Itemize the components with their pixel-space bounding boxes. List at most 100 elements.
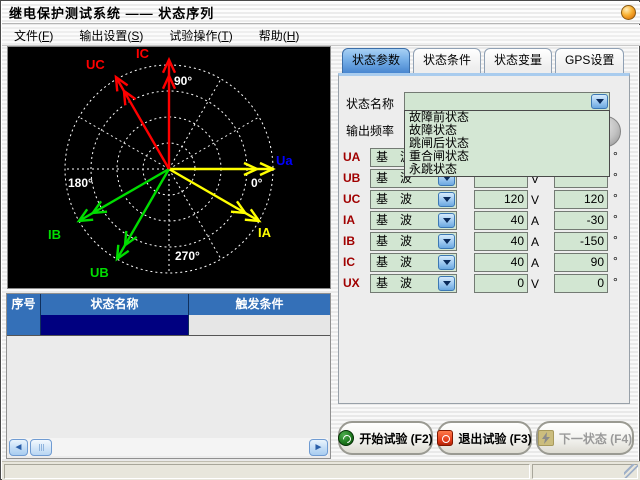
horizontal-scrollbar[interactable]: ◄ ► (9, 438, 328, 456)
svg-text:270°: 270° (175, 249, 200, 263)
table-row[interactable] (7, 315, 330, 336)
dropdown-option-1[interactable]: 故障状态 (409, 123, 458, 137)
menu-item-3[interactable]: 帮助(H) (258, 28, 300, 43)
cell-seq-no[interactable] (7, 315, 41, 335)
amplitude-field[interactable]: 40 (474, 232, 528, 251)
angle-field[interactable]: 90 (554, 253, 608, 272)
degree-label: ° (613, 170, 618, 184)
unit-label: A (531, 256, 540, 270)
close-icon[interactable] (621, 5, 636, 20)
status-bar (2, 461, 640, 480)
harmonic-wave: 波 (400, 213, 413, 227)
chevron-down-icon[interactable] (438, 234, 455, 249)
amplitude-field[interactable]: 40 (474, 211, 528, 230)
degree-label: ° (613, 212, 618, 226)
dropdown-option-3[interactable]: 重合闸状态 (409, 149, 470, 163)
harmonic-wave: 波 (400, 276, 413, 290)
channel-label: UC (343, 192, 361, 206)
channel-label: IB (343, 234, 355, 248)
unit-label: V (531, 193, 540, 207)
chevron-down-icon[interactable] (438, 213, 455, 228)
tab-1[interactable]: 状态条件 (413, 48, 482, 73)
amplitude-field[interactable]: 40 (474, 253, 528, 272)
action-button-2[interactable]: 下一状态 (F4) (536, 421, 634, 455)
resize-grip[interactable] (624, 464, 638, 478)
unit-label: V (531, 172, 540, 186)
action-button-1[interactable]: 退出试验 (F3) (437, 421, 532, 455)
menu-item-2[interactable]: 试验操作(T) (169, 28, 233, 43)
cell-trigger-condition[interactable] (189, 315, 330, 335)
svg-text:UC: UC (86, 57, 105, 72)
action-button-0[interactable]: 开始试验 (F2) (338, 421, 433, 455)
state-sequence-table: 序号 状态名称 触发条件 ◄ ► (6, 293, 331, 459)
harmonic-wave: 波 (400, 255, 413, 269)
channel-label: IC (343, 255, 355, 269)
unit-label: V (531, 277, 540, 291)
dropdown-option-4[interactable]: 永跳状态 (409, 162, 458, 176)
tab-strip: 状态参数 状态条件 状态变量 GPS设置 (342, 48, 625, 74)
svg-text:180°: 180° (68, 176, 93, 190)
menu-item-0[interactable]: 文件(F) (14, 28, 54, 43)
state-name-combobox[interactable] (404, 92, 610, 111)
scroll-right-icon[interactable]: ► (309, 438, 328, 456)
harmonic-wave: 波 (400, 192, 413, 206)
angle-field[interactable]: 120 (554, 190, 608, 209)
tab-0[interactable]: 状态参数 (342, 48, 411, 73)
scroll-left-icon[interactable]: ◄ (9, 438, 28, 456)
harmonic-base: 基 (376, 192, 389, 206)
degree-label: ° (613, 254, 618, 268)
tab-2[interactable]: 状态变量 (484, 48, 553, 73)
amplitude-field[interactable]: 0 (474, 274, 528, 293)
svg-text:IC: IC (136, 47, 150, 61)
amplitude-field[interactable]: 120 (474, 190, 528, 209)
chevron-down-icon[interactable] (438, 276, 455, 291)
harmonic-combobox[interactable]: 基波 (370, 253, 457, 272)
tab-3[interactable]: GPS设置 (555, 48, 625, 73)
action-button-label: 开始试验 (F2) (359, 431, 433, 446)
angle-field[interactable]: -30 (554, 211, 608, 230)
svg-text:Ua: Ua (276, 153, 293, 168)
chevron-down-icon[interactable] (438, 192, 455, 207)
title-bar: 继电保护测试系统 —— 状态序列 (2, 2, 640, 24)
harmonic-combobox[interactable]: 基波 (370, 232, 457, 251)
dropdown-option-2[interactable]: 跳闸后状态 (409, 136, 470, 150)
harmonic-base: 基 (376, 171, 389, 185)
action-button-label: 下一状态 (F4) (558, 431, 633, 446)
angle-field[interactable]: -150 (554, 232, 608, 251)
degree-label: ° (613, 191, 618, 205)
svg-text:UB: UB (90, 265, 109, 280)
harmonic-combobox[interactable]: 基波 (370, 211, 457, 230)
harmonic-wave: 波 (400, 234, 413, 248)
channel-label: UB (343, 171, 361, 185)
unit-label: A (531, 214, 540, 228)
start-icon (338, 430, 355, 446)
harmonic-combobox[interactable]: 基波 (370, 190, 457, 209)
channel-label: UX (343, 276, 360, 290)
menu-item-1[interactable]: 输出设置(S) (79, 28, 144, 43)
harmonic-combobox[interactable]: 基波 (370, 274, 457, 293)
svg-text:IB: IB (48, 227, 61, 242)
stop-icon (437, 430, 454, 446)
harmonic-base: 基 (376, 213, 389, 227)
unit-label: A (531, 235, 540, 249)
chevron-down-icon[interactable] (438, 255, 455, 270)
table-header-0: 序号 (7, 294, 41, 315)
degree-label: ° (613, 233, 618, 247)
state-name-dropdown-list: 故障前状态 故障状态 跳闸后状态 重合闸状态 永跳状态 (404, 110, 610, 177)
phasor-diagram: 90° 0° 180° 270° Ua IA UB IB UC IC (7, 46, 331, 289)
svg-text:0°: 0° (251, 176, 263, 190)
scrollbar-thumb[interactable] (30, 438, 52, 456)
table-header-1: 状态名称 (41, 294, 189, 315)
harmonic-base: 基 (376, 234, 389, 248)
window-title: 继电保护测试系统 —— 状态序列 (9, 6, 215, 21)
harmonic-base: 基 (376, 255, 389, 269)
dropdown-option-0[interactable]: 故障前状态 (409, 110, 470, 124)
harmonic-base: 基 (376, 150, 389, 164)
degree-label: ° (613, 149, 618, 163)
cell-state-name-selected[interactable] (41, 315, 189, 335)
channel-label: IA (343, 213, 355, 227)
angle-field[interactable]: 0 (554, 274, 608, 293)
chevron-down-icon[interactable] (591, 94, 608, 109)
